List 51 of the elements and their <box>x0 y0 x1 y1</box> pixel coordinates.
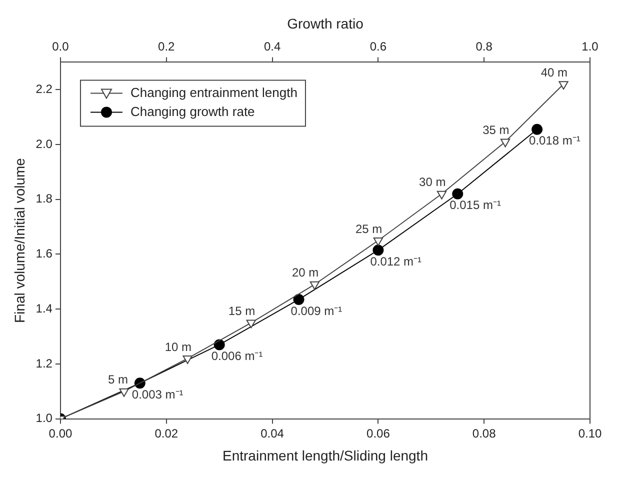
point <box>372 244 384 256</box>
point <box>246 320 256 328</box>
x-tick-label: 0.10 <box>578 426 602 440</box>
x-tick-label: 0.00 <box>48 426 72 440</box>
point <box>532 124 543 135</box>
annotation: 10 m <box>164 340 192 354</box>
point <box>182 355 192 364</box>
annotation: 0.015 m⁻¹ <box>450 198 501 212</box>
x2-tick-label: 0.6 <box>370 39 387 54</box>
point <box>214 339 225 350</box>
y-tick-label: 1.8 <box>36 192 53 206</box>
annotation: 35 m <box>482 123 510 138</box>
x2-axis-title: Growth ratio <box>287 15 364 32</box>
y-axis-title: Final volume/Initial volume <box>11 158 28 323</box>
x2-tick-label: 0.4 <box>264 39 281 54</box>
x-tick-label: 0.02 <box>154 426 178 440</box>
point <box>558 81 568 90</box>
annotation: 0.012 m⁻¹ <box>370 254 422 268</box>
annotation: 0.018 m⁻¹ <box>529 134 580 148</box>
annotation: 25 m <box>356 222 382 236</box>
y-tick-label: 1.6 <box>36 246 53 261</box>
point <box>119 388 129 397</box>
annotation: 20 m <box>292 266 319 280</box>
point <box>373 238 384 246</box>
annotation: 0.009 m⁻¹ <box>290 304 342 318</box>
y-tick-label: 2.2 <box>36 82 53 96</box>
y-tick-label: 1.4 <box>36 301 53 316</box>
point <box>310 281 320 290</box>
legend-label: Changing growth rate <box>130 104 255 119</box>
x-tick-label: 0.06 <box>366 426 390 440</box>
x2-tick-label: 0.8 <box>476 39 493 54</box>
point <box>293 294 304 305</box>
annotation: 40 m <box>540 65 568 80</box>
x2-tick-label: 0.2 <box>158 39 176 54</box>
point <box>500 138 510 148</box>
annotation: 30 m <box>419 175 446 190</box>
y-tick-label: 1.2 <box>36 356 53 370</box>
annotation: 5 m <box>108 372 128 387</box>
x-tick-label: 0.04 <box>260 426 284 440</box>
y-tick-label: 2.0 <box>36 136 53 151</box>
legend-label: Changing entrainment length <box>130 84 298 100</box>
x2-tick-label: 1.0 <box>582 39 599 54</box>
annotation: 15 m <box>228 304 256 318</box>
point <box>436 190 447 200</box>
x-axis-title: Entrainment length/Sliding length <box>222 447 428 464</box>
annotation: 0.003 m⁻¹ <box>132 387 184 402</box>
y-tick-label: 1.0 <box>36 411 53 426</box>
x-tick-label: 0.08 <box>472 426 496 440</box>
point <box>452 188 464 200</box>
annotation: 0.006 m⁻¹ <box>211 349 263 364</box>
x2-tick-label: 0.0 <box>52 39 70 54</box>
